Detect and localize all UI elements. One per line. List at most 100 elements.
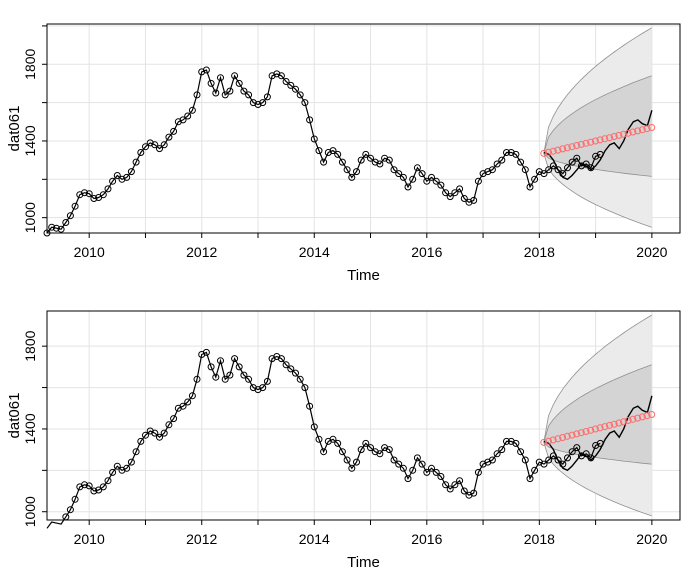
chart-1-observed-point (90, 195, 98, 202)
chart-1-observed-point (334, 150, 342, 158)
chart-2-observed-point (404, 475, 412, 483)
chart-1-observed-point (221, 91, 229, 99)
chart-2-observed-point (381, 444, 389, 452)
chart-2-forecast-point (591, 425, 599, 433)
chart-2-forecast-point (568, 431, 576, 439)
chart-1-observed-point (554, 166, 562, 174)
chart-1-observed-point (259, 99, 267, 107)
chart-1-observed-point (52, 224, 60, 232)
chart-1-observed-point (442, 189, 450, 197)
chart-2-observed-point (277, 355, 285, 363)
chart-2-observed-point (296, 375, 304, 383)
chart-2-observed-point (460, 487, 468, 495)
chart-1-observed-point (217, 74, 224, 82)
chart-1-observed-point (310, 135, 318, 143)
chart-2-observed-point (329, 435, 337, 443)
chart-1-forecast-point (563, 144, 571, 152)
chart-1-observed-point (596, 150, 604, 158)
chart-2-observed-point (179, 402, 187, 410)
chart-1-observed-point (540, 170, 548, 178)
chart-2-x-tick-label: 2014 (299, 531, 330, 547)
chart-2-forecast-point (643, 412, 651, 420)
chart-2-observed-point (259, 384, 267, 392)
chart-1-observed-point (385, 156, 393, 164)
chart-2-observed-point (526, 475, 534, 483)
chart-2-observed-point (85, 482, 93, 490)
chart-1-observed-point (146, 139, 154, 147)
chart-2-y-tick-label: 1400 (22, 413, 38, 444)
chart-2-observed-point (353, 458, 360, 466)
chart-2-observed-point (385, 446, 393, 454)
chart-2-observed-point (423, 468, 431, 476)
chart-2-forecast-point (559, 434, 567, 441)
chart-1-observed-point (132, 158, 140, 166)
chart-1-forecast-point (596, 136, 604, 144)
chart-2-bands (543, 314, 652, 517)
chart-1-band-edge-3 (543, 75, 652, 154)
chart-1-y-axis: 1000 1400 1800 (22, 25, 47, 233)
chart-1-x-tick-label: 2014 (299, 244, 330, 260)
chart-1-forecast-point (554, 146, 562, 154)
chart-1-observed-point (446, 193, 454, 201)
chart-2-observed-point (99, 483, 107, 491)
chart-2-band-edge-4 (543, 442, 652, 465)
chart-1-observed-point (170, 127, 178, 135)
chart-2-observed-point (245, 375, 253, 383)
chart-2-forecast-point (582, 428, 590, 435)
chart-1-observed-point (587, 164, 595, 172)
chart-2-observed-point (573, 444, 581, 452)
chart-2-forecast-point (601, 423, 609, 431)
chart-2-observed-point (362, 439, 370, 447)
chart-1-band-80 (543, 75, 652, 177)
chart-1-observed-point (81, 189, 88, 197)
chart-1-x-tick-label: 2012 (186, 244, 217, 260)
chart-1-observed-point (582, 160, 590, 168)
chart-1-observed-point (212, 89, 220, 97)
chart-2-forecast-point (634, 414, 642, 422)
chart-1-observed-point (249, 99, 257, 107)
chart-2-observed-point (95, 486, 103, 494)
chart-1-observed-point (48, 223, 56, 231)
chart-2-observed-point (521, 456, 529, 464)
chart-2-observed-point (132, 448, 140, 456)
chart-1-observed-point (127, 168, 135, 176)
chart-2-band-edge-3 (543, 364, 652, 443)
chart-2-y-tick-label: 1800 (22, 330, 38, 361)
chart-2-observed-point (367, 444, 374, 452)
chart-2-observed-point (559, 460, 567, 468)
chart-1-observed-point (104, 185, 112, 193)
chart-2-observed-point (207, 363, 215, 371)
chart-2-x-tick-label: 2016 (411, 531, 442, 547)
chart-2-observed-point (503, 437, 510, 445)
chart-2-observed-point (263, 377, 271, 385)
chart-1-observed-point (329, 147, 337, 155)
chart-2-observed-point (184, 398, 192, 406)
chart-2-x-tick-label: 2018 (524, 531, 555, 547)
chart-1-observed-point (428, 173, 435, 181)
chart-2-x-tick-label: 2012 (186, 531, 217, 547)
chart-1-points (43, 66, 604, 237)
chart-1-y-axis-title: dat061 (6, 106, 23, 152)
chart-2-observed-point (517, 448, 525, 456)
chart-1-observed-point (245, 91, 253, 99)
chart-1-observed-point (460, 195, 468, 202)
chart-1-observed-point (287, 81, 295, 89)
chart-1-forecast-point (638, 126, 646, 134)
chart-2-observed-point (123, 464, 131, 472)
chart-2-observed-point (549, 452, 557, 460)
chart-2-observed-point (292, 369, 299, 377)
chart-2-observed-point (109, 468, 117, 476)
chart-1-y-tick-label: 1400 (22, 125, 38, 156)
chart-1-observed-point (564, 164, 571, 172)
chart-1-observed-point (512, 150, 520, 158)
chart-1-observed-point (531, 175, 539, 183)
chart-2-x-axis-title: Time (347, 554, 380, 571)
chart-2-observed-point (545, 456, 553, 464)
chart-2-observed-point (399, 464, 407, 472)
chart-1-forecast-point (610, 133, 618, 140)
chart-1-band-edge-1 (543, 27, 652, 154)
chart-2-observed-point (432, 468, 440, 476)
chart-2-observed-point (568, 448, 576, 456)
chart-2-band-edge-1 (543, 314, 652, 443)
chart-1-x-tick-label: 2018 (524, 244, 555, 260)
